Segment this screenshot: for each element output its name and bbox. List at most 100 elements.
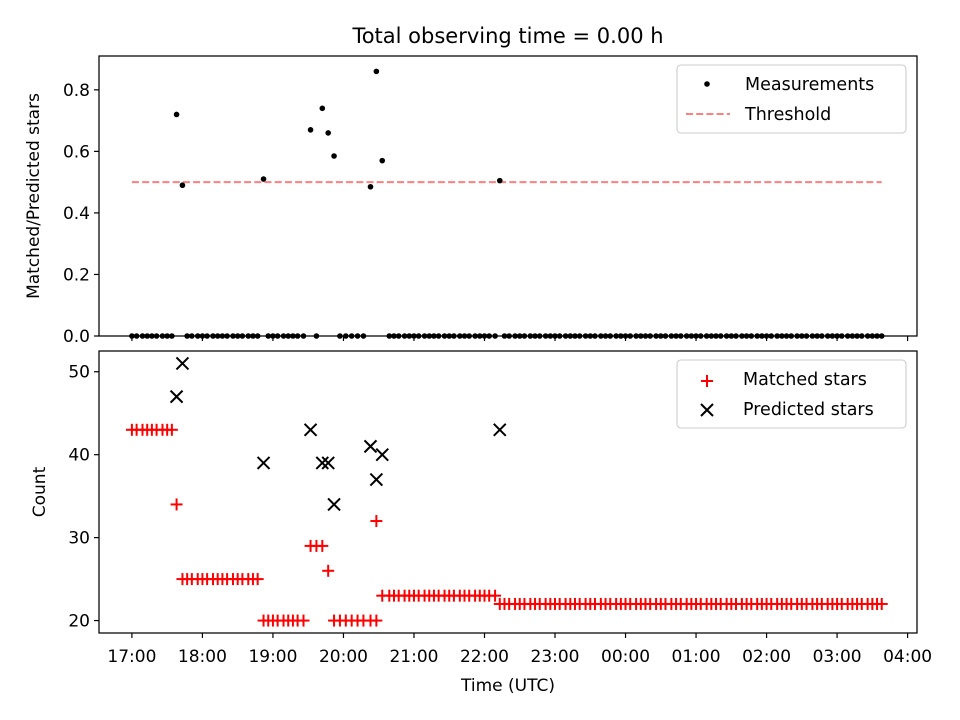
measurement-point [164, 333, 170, 339]
measurement-point [633, 333, 639, 339]
measurement-point [149, 333, 155, 339]
measurement-point [728, 333, 735, 339]
matched-star-point [489, 589, 502, 602]
measurement-point [849, 333, 856, 339]
measurement-point [379, 157, 386, 164]
bottom-x-tick-label: 17:00 [107, 647, 156, 667]
measurement-point [476, 333, 483, 339]
measurement-point [763, 333, 770, 339]
measurement-point [331, 153, 337, 159]
measurement-point [354, 333, 361, 339]
measurement-point [613, 333, 619, 339]
top-y-tick-label: 0.2 [63, 265, 90, 285]
measurement-points [129, 68, 885, 339]
measurement-point [803, 333, 810, 339]
measurement-point [260, 176, 267, 182]
measurement-point [254, 333, 261, 339]
measurement-point [451, 333, 457, 339]
bottom-y-tick-label: 20 [68, 612, 90, 632]
bottom-x-tick-label: 03:00 [813, 647, 862, 667]
measurement-point [618, 333, 624, 339]
measurement-point [527, 333, 534, 339]
measurements-legend-marker [704, 81, 710, 87]
top-y-axis-label: Matched/Predicted stars [24, 93, 44, 299]
measurement-point [245, 333, 252, 339]
measurement-point [481, 333, 488, 339]
measurement-point [144, 333, 150, 339]
measurement-point [768, 333, 775, 339]
top-y-axis: 0.0 0.2 0.4 0.6 0.8 [63, 81, 99, 347]
measurement-point [638, 333, 644, 339]
measurement-point [556, 333, 563, 339]
measurement-point [270, 333, 276, 339]
measurement-point [395, 333, 402, 339]
measurement-point [878, 333, 885, 339]
bottom-y-tick-label: 50 [68, 363, 90, 383]
measurement-point [173, 111, 180, 118]
measurement-point [239, 333, 246, 339]
measurement-point [536, 333, 543, 339]
predicted-star-point [363, 439, 378, 454]
matched-star-point [297, 614, 310, 627]
measurement-point [313, 333, 320, 339]
measurement-point [386, 333, 393, 339]
predicted-star-point [256, 456, 271, 470]
measurement-point [300, 333, 307, 339]
measurement-point [210, 333, 216, 339]
measurement-point [739, 333, 745, 339]
measurement-point [673, 333, 679, 339]
measurement-point [647, 333, 654, 339]
top-plot: 0.00.20.40.60.8 Matched/Predicted stars … [24, 55, 918, 347]
bottom-x-tick-label: 18:00 [178, 647, 227, 667]
measurement-point [677, 333, 684, 339]
measurement-point [864, 333, 871, 339]
measurement-point [204, 333, 210, 339]
measurement-point [426, 333, 433, 339]
measurement-point [406, 333, 413, 339]
measurement-point [697, 333, 704, 339]
bottom-x-tick-label: 20:00 [319, 647, 368, 667]
measurement-point [360, 333, 367, 339]
bottom-plot-frame [98, 350, 918, 634]
measurement-point [869, 333, 876, 339]
measurement-point [642, 333, 649, 339]
top-y-tick-label: 0.4 [63, 204, 90, 224]
measurement-point [532, 333, 538, 339]
measurement-point [576, 333, 583, 339]
chart-title: Total observing time = 0.00 h [351, 24, 663, 48]
measurement-point [230, 333, 236, 339]
measurement-point [562, 333, 569, 339]
measurement-point [319, 105, 326, 112]
bottom-x-tick-label: 21:00 [389, 647, 438, 667]
measurement-point [457, 333, 463, 339]
bottom-x-tick-label: 19:00 [248, 647, 297, 667]
matched-star-point [370, 614, 383, 627]
measurement-point [280, 333, 287, 339]
measurement-point [794, 333, 800, 339]
predicted-star-point [375, 447, 389, 462]
measurement-point [774, 333, 780, 339]
measurement-point [501, 333, 508, 339]
measurement-point [668, 333, 675, 339]
measurement-point [391, 333, 397, 339]
measurement-point [290, 333, 296, 339]
measurement-point [516, 333, 523, 339]
bottom-x-tick-label: 22:00 [460, 647, 509, 667]
measurement-point [713, 333, 719, 339]
measurement-point [307, 127, 314, 133]
measurement-point [367, 183, 374, 190]
measurement-point [844, 333, 851, 339]
measurement-point [461, 333, 468, 339]
measurement-point [325, 130, 331, 136]
measurement-point [472, 333, 478, 339]
predicted-star-point [369, 472, 384, 487]
measurement-point [153, 333, 160, 339]
measurement-point [506, 333, 512, 339]
matched-star-point [316, 539, 329, 552]
measurement-point [411, 333, 417, 339]
measurement-point [552, 333, 558, 339]
predicted-star-point [321, 456, 335, 470]
threshold-legend-label: Threshold [744, 105, 831, 125]
measurement-point [265, 333, 272, 339]
bottom-x-tick-label: 23:00 [531, 647, 580, 667]
